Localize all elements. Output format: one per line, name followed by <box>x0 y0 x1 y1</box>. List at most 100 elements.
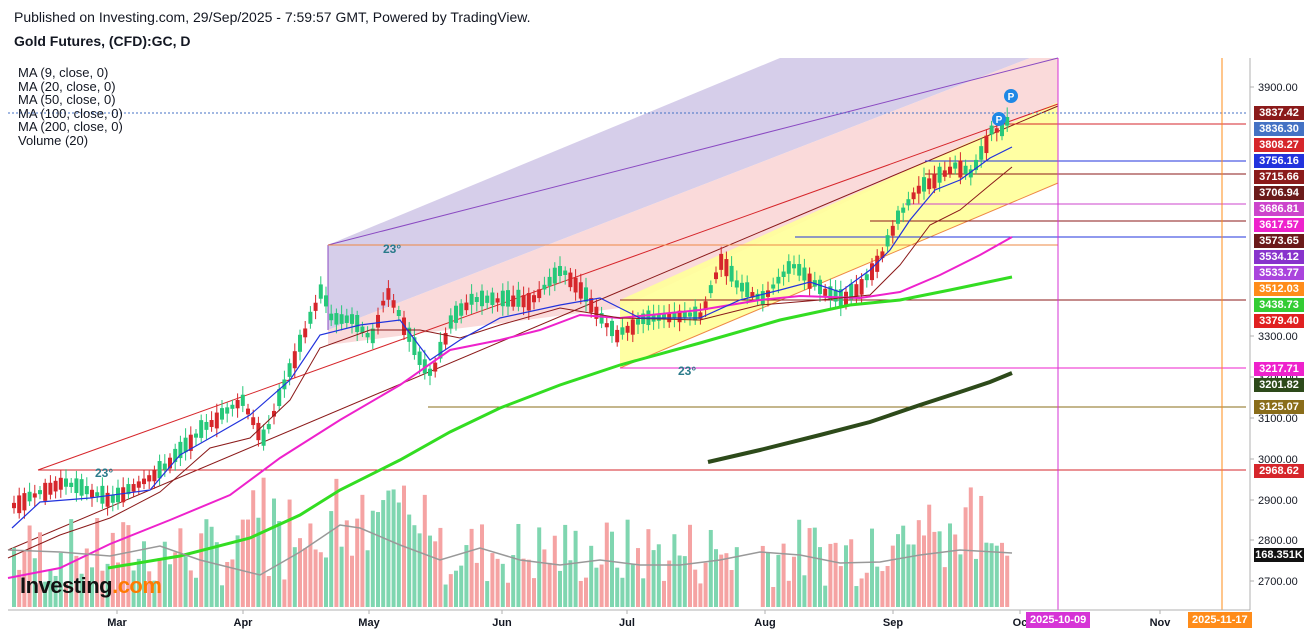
candle-body <box>261 429 266 446</box>
volume-bar <box>807 528 812 607</box>
candle-body <box>313 302 318 311</box>
candle-body <box>188 434 193 451</box>
volume-bar <box>95 518 100 607</box>
volume-bar <box>360 494 365 607</box>
volume-bar <box>100 570 105 607</box>
candle-body <box>292 351 297 369</box>
candle-body <box>84 486 89 495</box>
candle-body <box>480 290 484 307</box>
candle-body <box>714 272 718 280</box>
legend-ma9[interactable]: MA (9, close, 0) <box>18 65 109 80</box>
candle-body <box>417 351 422 365</box>
volume-bar <box>963 507 968 607</box>
legend-ma200[interactable]: MA (200, close, 0) <box>18 119 123 135</box>
candle-body <box>979 146 984 160</box>
volume-bar <box>558 570 562 607</box>
volume-bar <box>339 546 344 607</box>
candle-body <box>521 295 526 308</box>
volume-bar <box>901 525 906 607</box>
candle-body <box>454 305 458 323</box>
volume-bar <box>235 535 240 607</box>
candle-body <box>662 313 666 320</box>
volume-bar <box>682 556 687 607</box>
candle-body <box>79 479 84 496</box>
ma-line-ma20 <box>7 166 1013 559</box>
volume-bar <box>958 554 963 607</box>
legend-ma20[interactable]: MA (20, close, 0) <box>18 78 116 94</box>
moving-averages <box>7 146 1013 579</box>
price-tag: 3217.71 <box>1254 362 1304 376</box>
candle-body <box>95 492 100 497</box>
candle-body <box>360 326 365 333</box>
volume-bar <box>500 563 505 607</box>
candle-body <box>474 297 479 302</box>
volume-bar <box>838 566 843 607</box>
volume-bar <box>875 566 880 607</box>
volume-bar <box>74 555 79 607</box>
reference-lines <box>8 58 1246 610</box>
volume-bar <box>344 520 349 607</box>
volume-bar <box>422 494 427 607</box>
legend-ma100[interactable]: MA (100, close, 0) <box>18 105 123 121</box>
candle-body <box>984 135 989 154</box>
volume-bar <box>989 543 994 607</box>
volume-bar <box>854 586 859 607</box>
volume-bar <box>1005 555 1010 607</box>
volume-bar <box>667 560 672 607</box>
candle-body <box>126 484 131 495</box>
volume-bar <box>656 544 661 607</box>
volume-bar <box>162 541 167 607</box>
volume-bar <box>927 504 932 607</box>
candle-body <box>807 273 812 289</box>
volume-bar <box>797 519 802 607</box>
volume-bar <box>178 528 183 607</box>
volume-bar <box>537 527 542 607</box>
volume-bar <box>48 570 53 607</box>
candle-body <box>589 298 594 313</box>
candle-body <box>48 482 53 495</box>
candle-body <box>407 327 412 342</box>
volume-bar <box>386 490 391 607</box>
candle-body <box>630 319 635 335</box>
volume-bar <box>604 522 609 607</box>
candle-body <box>558 266 562 276</box>
candle-body <box>688 312 692 317</box>
price-tag: 3715.66 <box>1254 170 1304 184</box>
legend-volume[interactable]: Volume (20) <box>18 132 89 148</box>
brand-name: Investing <box>20 573 113 598</box>
candle-body <box>38 490 42 495</box>
candle-body <box>43 482 48 501</box>
candle-body <box>194 433 198 438</box>
candle-body <box>116 487 120 503</box>
volume-bar <box>32 558 37 607</box>
x-tick-label: Nov <box>1150 617 1172 629</box>
candle-body <box>677 310 682 323</box>
candle-body <box>974 159 978 171</box>
volume-bar <box>890 545 895 607</box>
volume-bar <box>22 551 27 607</box>
volume-bar <box>261 477 266 607</box>
candle-body <box>552 267 557 284</box>
candle-body <box>937 166 942 183</box>
candle-body <box>568 272 573 288</box>
candle-body <box>272 410 276 417</box>
volume-bar <box>994 545 999 607</box>
candle-body <box>719 253 724 270</box>
volume-bar <box>147 571 152 607</box>
ma-line-ma200 <box>707 371 1013 464</box>
volume-bar <box>802 575 807 607</box>
candle-body <box>152 470 157 482</box>
date-tag: 2025-11-17 <box>1188 612 1252 628</box>
legend-ma50[interactable]: MA (50, close, 0) <box>18 92 116 108</box>
volume-bar <box>298 538 302 607</box>
volume-bar <box>620 577 625 607</box>
price-tag: 3617.57 <box>1254 218 1304 232</box>
pivot-marker <box>992 112 1006 126</box>
candle-body <box>958 160 963 178</box>
candle-body <box>625 325 630 333</box>
candle-body <box>142 478 146 485</box>
price-tag: 168.351K <box>1254 548 1304 562</box>
candle-body <box>911 192 916 200</box>
volume-bar <box>708 529 713 607</box>
candle-body <box>277 389 282 407</box>
